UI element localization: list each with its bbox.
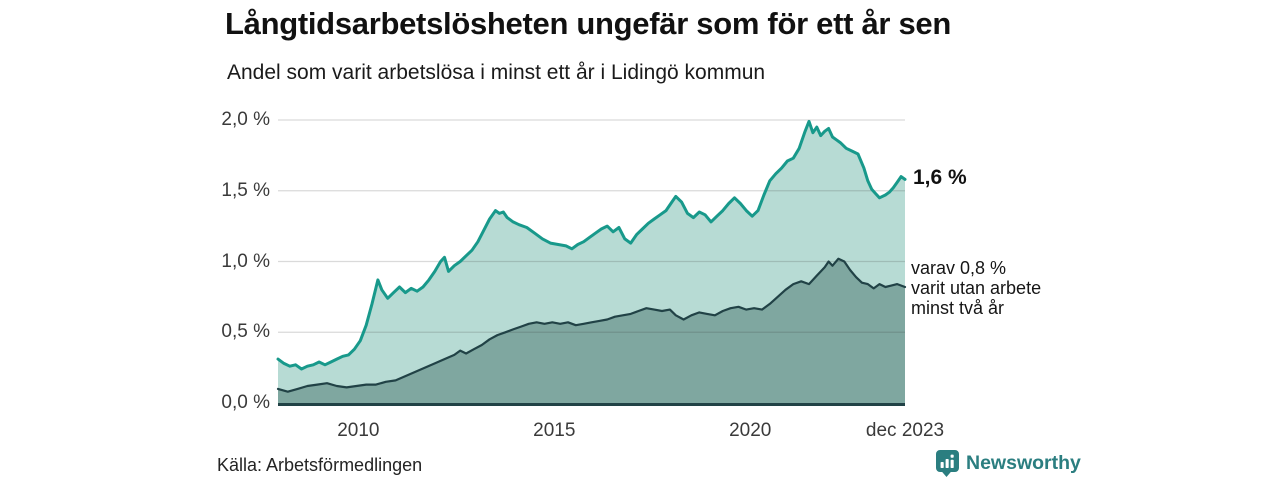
annotation-line-1: varav 0,8 % <box>911 258 1007 278</box>
y-tick-label: 2,0 % <box>221 109 270 130</box>
source-label: Källa: Arbetsförmedlingen <box>217 455 423 475</box>
newsworthy-logo-icon <box>936 450 959 477</box>
y-tick-label: 0,5 % <box>221 321 270 343</box>
brand-name: Newsworthy <box>966 452 1081 474</box>
page-title: Långtidsarbetslösheten ungefär som för e… <box>225 6 952 41</box>
end-value-label-two-year: varav 0,8 % varit utan arbete minst två … <box>911 258 1041 318</box>
chart-subtitle: Andel som varit arbetslösa i minst ett å… <box>227 61 766 84</box>
y-tick-label: 1,5 % <box>221 179 270 201</box>
y-tick-label: 1,0 % <box>221 250 270 272</box>
x-tick-label: 2020 <box>729 420 772 441</box>
end-value-label-total: 1,6 % <box>913 166 967 189</box>
newsworthy-brand: Newsworthy <box>936 450 1081 477</box>
y-tick-label: 0,0 % <box>221 392 270 413</box>
x-tick-label: dec 2023 <box>865 420 945 441</box>
total-line <box>276 119 907 371</box>
x-tick-label: 2015 <box>533 420 576 441</box>
two-year-area-fill <box>278 258 905 403</box>
annotation-line-2: varit utan arbete <box>911 278 1042 298</box>
annotation-line-3: minst två år <box>911 298 1005 318</box>
two-year-line <box>276 257 907 393</box>
x-tick-label: 2010 <box>337 420 380 441</box>
